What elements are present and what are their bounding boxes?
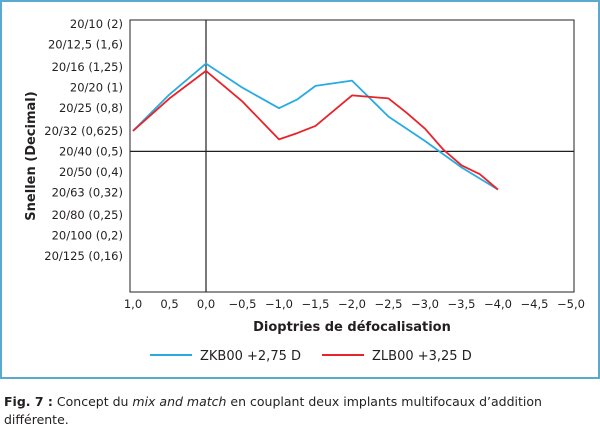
x-tick-label: −3,0 <box>411 297 439 311</box>
x-tick-label: −1,5 <box>302 297 330 311</box>
line-chart: 20/10 (2) 20/12,5 (1,6) 20/16 (1,25) 20/20 … <box>24 17 585 364</box>
caption-text-after: en couplant deux implants multifocaux d’… <box>4 394 542 427</box>
series-line-zkb00 <box>132 62 499 191</box>
y-tick-label: 20/40 (0,5) <box>59 144 123 158</box>
y-tick-label: 20/25 (0,8) <box>59 101 123 115</box>
y-tick-label: 20/63 (0,32) <box>52 185 123 199</box>
y-tick-label: 20/100 (0,2) <box>52 229 123 243</box>
legend-label-zlb00: ZLB00 +3,25 D <box>372 349 472 364</box>
y-tick-label: 20/12,5 (1,6) <box>48 38 123 52</box>
y-tick-label: 20/125 (0,16) <box>44 249 123 263</box>
figure-frame: 20/10 (2) 20/12,5 (1,6) 20/16 (1,25) 20/20 … <box>0 0 600 379</box>
y-tick-label: 20/32 (0,625) <box>44 124 123 138</box>
caption-text-before: Concept du <box>52 394 133 409</box>
x-tick-label: −1,0 <box>265 297 293 311</box>
x-tick-label: 0,0 <box>197 297 215 311</box>
y-axis-title: Snellen (Decimal) <box>24 91 39 220</box>
x-axis-ticks: 1,0 0,5 0,0 −0,5 −1,0 −1,5 −2,0 −2,5 −3,0 −3,5 −4,… <box>124 297 585 311</box>
x-tick-label: −2,0 <box>338 297 366 311</box>
legend-label-zkb00: ZKB00 +2,75 D <box>200 349 301 364</box>
caption-text-italic: mix and match <box>132 394 227 409</box>
plot-area <box>129 19 575 293</box>
caption-figure-label: Fig. 7 : <box>4 394 53 409</box>
x-tick-label: −5,0 <box>557 297 585 311</box>
y-tick-label: 20/16 (1,25) <box>52 60 123 74</box>
x-axis-title: Dioptries de défocalisation <box>253 320 451 335</box>
series-layer <box>132 62 499 191</box>
y-tick-label: 20/10 (2) <box>70 17 123 31</box>
x-tick-label: 0,5 <box>160 297 178 311</box>
x-tick-label: −4,5 <box>521 297 549 311</box>
series-line-zlb00 <box>132 70 499 191</box>
y-tick-label: 20/20 (1) <box>70 81 123 95</box>
y-axis-ticks: 20/10 (2) 20/12,5 (1,6) 20/16 (1,25) 20/20 … <box>44 17 123 263</box>
x-tick-label: −4,0 <box>484 297 512 311</box>
x-tick-label: −0,5 <box>229 297 257 311</box>
x-tick-label: −2,5 <box>375 297 403 311</box>
y-tick-label: 20/80 (0,25) <box>52 208 123 222</box>
x-tick-label: −3,5 <box>448 297 476 311</box>
y-tick-label: 20/50 (0,4) <box>59 165 123 179</box>
figure-caption: Fig. 7 : Concept du mix and match en cou… <box>4 393 596 429</box>
legend: ZKB00 +2,75 D ZLB00 +3,25 D <box>150 349 472 364</box>
x-tick-label: 1,0 <box>124 297 142 311</box>
